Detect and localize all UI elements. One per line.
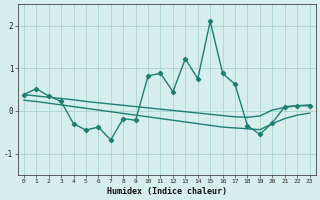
X-axis label: Humidex (Indice chaleur): Humidex (Indice chaleur): [107, 187, 227, 196]
